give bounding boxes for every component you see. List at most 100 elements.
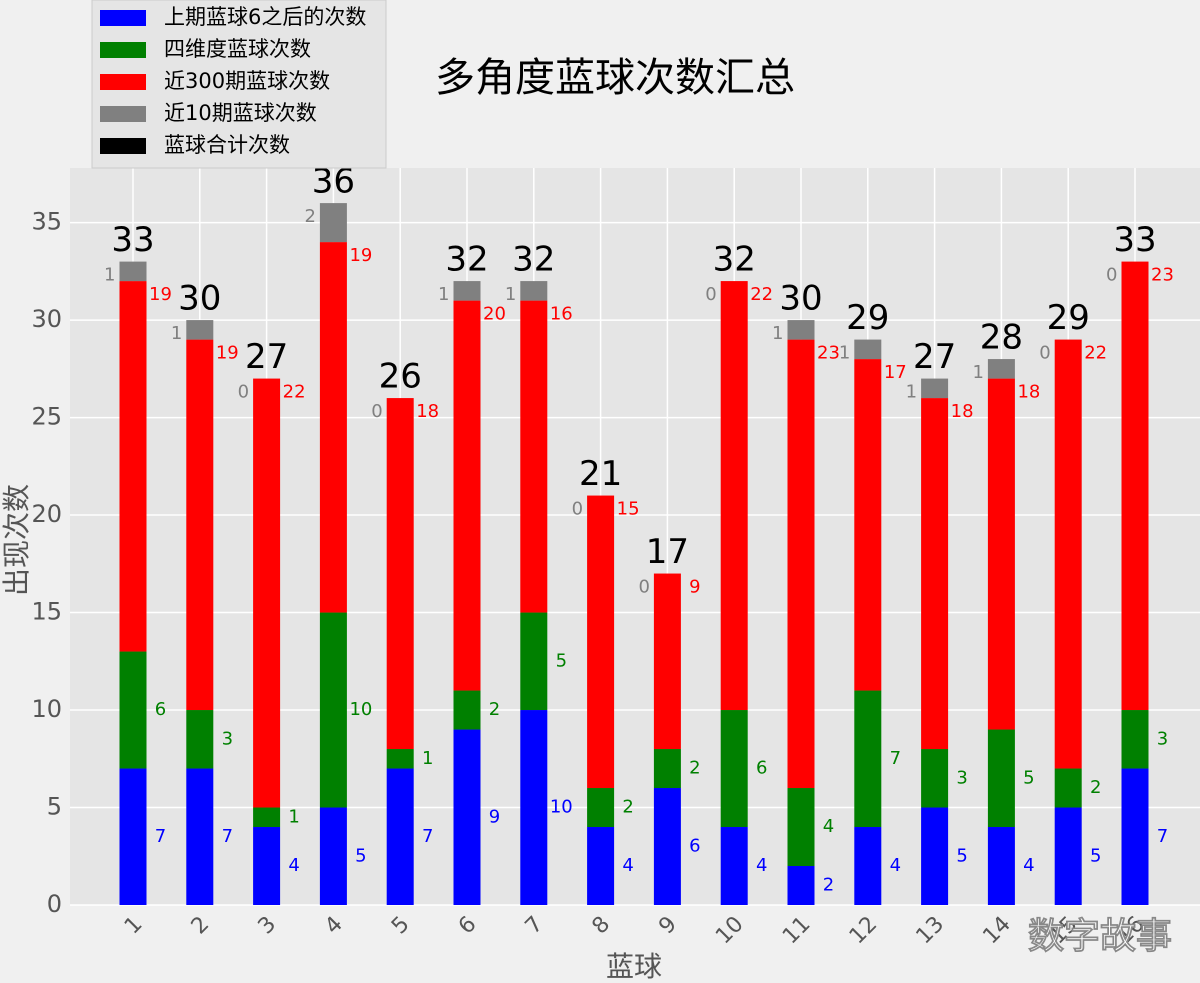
bar-segment bbox=[520, 612, 548, 711]
bar-segment bbox=[520, 710, 548, 905]
x-tick-label: 11 bbox=[778, 912, 815, 949]
bar-segment bbox=[520, 300, 548, 613]
total-label: 17 bbox=[646, 532, 689, 572]
value-label: 1 bbox=[972, 362, 983, 383]
bar-segment bbox=[787, 320, 815, 340]
legend-label: 蓝球合计次数 bbox=[164, 133, 290, 157]
value-label: 1 bbox=[772, 323, 783, 344]
value-label: 0 bbox=[371, 401, 382, 422]
value-label: 6 bbox=[756, 758, 767, 779]
value-label: 0 bbox=[705, 284, 716, 305]
bar-segment bbox=[653, 788, 681, 905]
bar-segment bbox=[787, 339, 815, 789]
value-label: 1 bbox=[505, 284, 516, 305]
bar-segment bbox=[587, 827, 615, 905]
value-label: 5 bbox=[1090, 845, 1101, 866]
bar-segment bbox=[921, 378, 949, 399]
x-tick-label: 14 bbox=[978, 912, 1015, 949]
bar-segment bbox=[319, 807, 347, 905]
bar-segment bbox=[587, 788, 615, 828]
watermark: 数字故事 bbox=[1028, 916, 1172, 957]
value-label: 10 bbox=[349, 699, 372, 720]
value-label: 22 bbox=[1084, 343, 1107, 364]
value-label: 0 bbox=[1106, 265, 1117, 286]
bar-segment bbox=[186, 339, 214, 711]
value-label: 18 bbox=[951, 401, 974, 422]
bar-segment bbox=[1054, 768, 1082, 808]
value-label: 5 bbox=[1023, 767, 1034, 788]
y-tick-label: 25 bbox=[31, 403, 62, 431]
value-label: 4 bbox=[756, 855, 767, 876]
bar-segment bbox=[720, 710, 748, 828]
value-label: 23 bbox=[1151, 265, 1174, 286]
bar-segment bbox=[186, 710, 214, 769]
value-label: 4 bbox=[1023, 855, 1034, 876]
y-axis-label: 出现次数 bbox=[0, 484, 33, 596]
total-label: 29 bbox=[846, 298, 889, 338]
bar-segment bbox=[186, 768, 214, 905]
value-label: 4 bbox=[288, 855, 299, 876]
bar-segment bbox=[319, 612, 347, 808]
x-tick-label: 5 bbox=[387, 912, 415, 940]
bar-segment bbox=[921, 398, 949, 750]
bar-segment bbox=[119, 651, 147, 769]
total-label: 29 bbox=[1047, 298, 1090, 338]
value-label: 0 bbox=[572, 499, 583, 520]
bar-segment bbox=[787, 788, 815, 867]
value-label: 16 bbox=[550, 304, 573, 325]
value-label: 15 bbox=[617, 499, 640, 520]
bar-segment bbox=[854, 690, 882, 828]
value-label: 4 bbox=[890, 855, 901, 876]
bar-segment bbox=[1121, 710, 1149, 769]
value-label: 22 bbox=[750, 284, 773, 305]
x-tick-label: 3 bbox=[254, 912, 282, 940]
x-tick-label: 7 bbox=[521, 912, 549, 940]
y-tick-label: 20 bbox=[31, 500, 62, 528]
plot-area bbox=[70, 168, 1200, 905]
bar-segment bbox=[119, 281, 147, 652]
value-label: 5 bbox=[956, 845, 967, 866]
bar-segment bbox=[253, 807, 281, 828]
bar-segment bbox=[987, 729, 1015, 828]
x-tick-label: 8 bbox=[588, 912, 616, 940]
x-tick-label: 4 bbox=[320, 912, 348, 940]
x-tick-label: 2 bbox=[187, 912, 215, 940]
value-label: 7 bbox=[222, 826, 233, 847]
bar-segment bbox=[319, 203, 347, 243]
bar-segment bbox=[854, 827, 882, 905]
value-label: 2 bbox=[823, 875, 834, 896]
bar-segment bbox=[1121, 261, 1149, 711]
bar-segment bbox=[253, 827, 281, 905]
x-tick-label: 13 bbox=[912, 912, 949, 949]
bar-segment bbox=[453, 690, 481, 730]
bar-segment bbox=[386, 749, 414, 769]
total-label: 27 bbox=[913, 337, 956, 377]
value-label: 1 bbox=[839, 343, 850, 364]
value-label: 18 bbox=[416, 401, 439, 422]
legend-swatch bbox=[100, 106, 146, 122]
bar-segment bbox=[119, 768, 147, 905]
y-tick-label: 35 bbox=[31, 208, 62, 236]
legend-swatch bbox=[100, 138, 146, 154]
value-label: 0 bbox=[238, 382, 249, 403]
bar-segment bbox=[453, 281, 481, 301]
value-label: 5 bbox=[355, 845, 366, 866]
value-label: 1 bbox=[104, 265, 115, 286]
value-label: 9 bbox=[689, 577, 700, 598]
y-tick-label: 30 bbox=[31, 305, 62, 333]
legend-label: 上期蓝球6之后的次数 bbox=[164, 5, 366, 29]
value-label: 7 bbox=[890, 748, 901, 769]
value-label: 2 bbox=[489, 699, 500, 720]
bar-segment bbox=[319, 242, 347, 613]
value-label: 1 bbox=[422, 748, 433, 769]
total-label: 21 bbox=[579, 454, 622, 494]
bar-segment bbox=[787, 866, 815, 905]
value-label: 23 bbox=[817, 343, 840, 364]
bar-segment bbox=[854, 359, 882, 691]
x-tick-label: 12 bbox=[845, 912, 882, 949]
legend-swatch bbox=[100, 74, 146, 90]
bar-segment bbox=[186, 320, 214, 340]
value-label: 5 bbox=[556, 650, 567, 671]
legend-swatch bbox=[100, 10, 146, 26]
